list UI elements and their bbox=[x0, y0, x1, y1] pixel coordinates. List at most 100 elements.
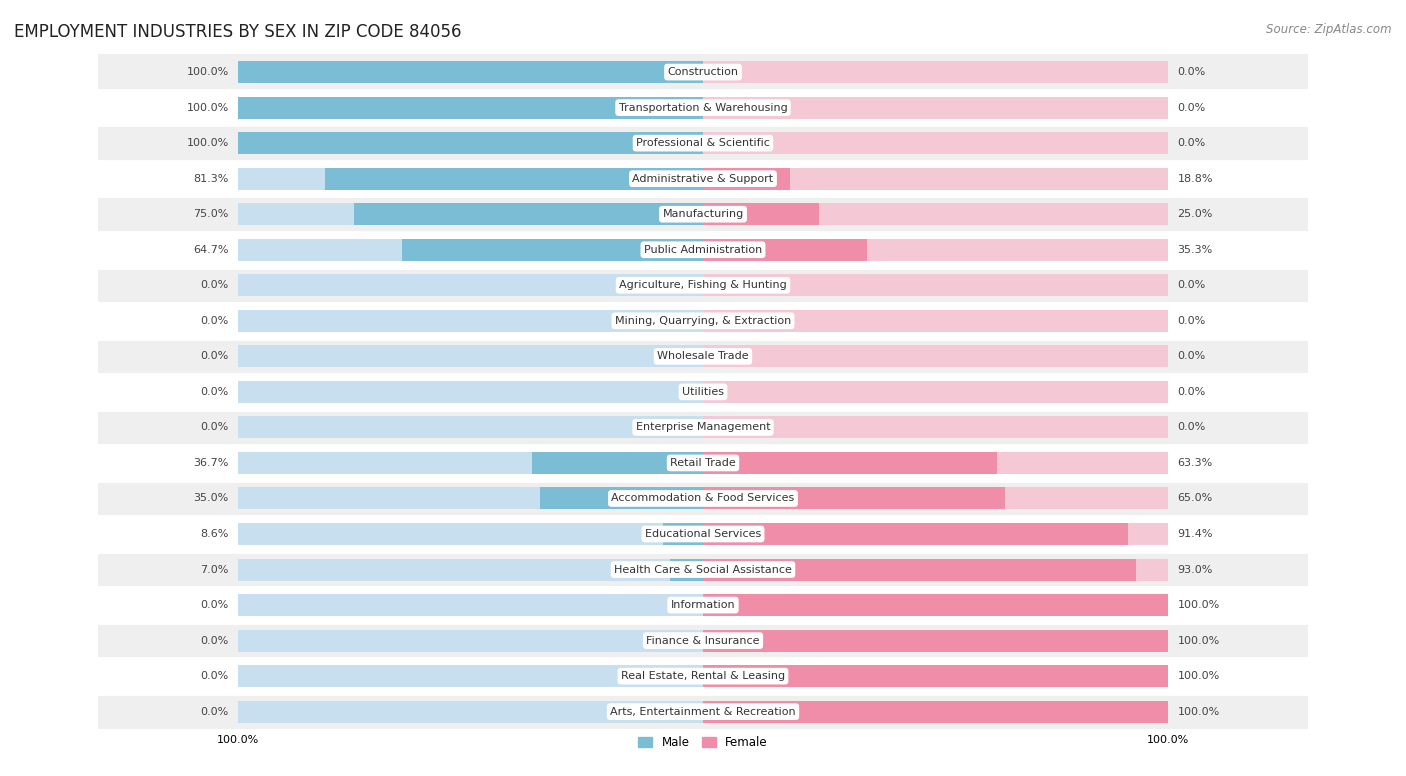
Text: Professional & Scientific: Professional & Scientific bbox=[636, 138, 770, 148]
Text: Utilities: Utilities bbox=[682, 387, 724, 397]
Bar bbox=[238, 417, 703, 438]
Text: Construction: Construction bbox=[668, 67, 738, 77]
Bar bbox=[98, 410, 1308, 445]
Text: 0.0%: 0.0% bbox=[201, 422, 229, 432]
Bar bbox=[703, 132, 1168, 154]
Bar bbox=[703, 239, 868, 261]
Bar bbox=[703, 452, 1168, 474]
Bar bbox=[238, 381, 703, 403]
Bar bbox=[238, 559, 703, 580]
Bar bbox=[98, 552, 1308, 587]
Text: 8.6%: 8.6% bbox=[200, 529, 229, 539]
Bar bbox=[98, 90, 1308, 126]
Bar bbox=[98, 303, 1308, 338]
Text: Agriculture, Fishing & Hunting: Agriculture, Fishing & Hunting bbox=[619, 280, 787, 290]
Bar bbox=[98, 445, 1308, 480]
Text: Public Administration: Public Administration bbox=[644, 244, 762, 255]
Text: Source: ZipAtlas.com: Source: ZipAtlas.com bbox=[1267, 23, 1392, 36]
Text: 93.0%: 93.0% bbox=[1177, 565, 1213, 574]
Text: 64.7%: 64.7% bbox=[193, 244, 229, 255]
Bar bbox=[98, 480, 1308, 516]
Text: 65.0%: 65.0% bbox=[1177, 494, 1212, 504]
Text: 0.0%: 0.0% bbox=[1177, 316, 1205, 326]
Text: Administrative & Support: Administrative & Support bbox=[633, 174, 773, 184]
Bar bbox=[238, 132, 703, 154]
Text: 0.0%: 0.0% bbox=[1177, 102, 1205, 113]
Bar bbox=[664, 523, 703, 545]
Bar bbox=[703, 523, 1168, 545]
Bar bbox=[703, 594, 1168, 616]
Text: 18.8%: 18.8% bbox=[1177, 174, 1213, 184]
Bar bbox=[238, 203, 703, 225]
Bar bbox=[703, 629, 1168, 652]
Bar bbox=[238, 61, 703, 83]
Bar bbox=[238, 701, 703, 722]
Text: Accommodation & Food Services: Accommodation & Food Services bbox=[612, 494, 794, 504]
Bar bbox=[703, 203, 820, 225]
Bar bbox=[703, 665, 1168, 688]
Text: 0.0%: 0.0% bbox=[201, 352, 229, 362]
Text: 0.0%: 0.0% bbox=[1177, 138, 1205, 148]
Text: 0.0%: 0.0% bbox=[1177, 67, 1205, 77]
Text: 0.0%: 0.0% bbox=[201, 280, 229, 290]
Bar bbox=[703, 381, 1168, 403]
Text: Transportation & Warehousing: Transportation & Warehousing bbox=[619, 102, 787, 113]
Text: Health Care & Social Assistance: Health Care & Social Assistance bbox=[614, 565, 792, 574]
Bar bbox=[703, 61, 1168, 83]
Bar bbox=[238, 487, 703, 510]
Text: Information: Information bbox=[671, 600, 735, 610]
Bar bbox=[238, 132, 703, 154]
Bar bbox=[238, 168, 703, 189]
Bar bbox=[238, 239, 703, 261]
Bar bbox=[703, 487, 1005, 510]
Bar bbox=[98, 126, 1308, 161]
Bar bbox=[540, 487, 703, 510]
Text: 36.7%: 36.7% bbox=[193, 458, 229, 468]
Bar bbox=[703, 239, 1168, 261]
Bar bbox=[325, 168, 703, 189]
Text: 0.0%: 0.0% bbox=[201, 387, 229, 397]
Bar bbox=[703, 168, 1168, 189]
Text: 63.3%: 63.3% bbox=[1177, 458, 1212, 468]
Bar bbox=[238, 345, 703, 367]
Bar bbox=[703, 629, 1168, 652]
Bar bbox=[238, 96, 703, 119]
Bar bbox=[533, 452, 703, 474]
Bar bbox=[703, 701, 1168, 722]
Text: 100.0%: 100.0% bbox=[1177, 707, 1219, 717]
Bar bbox=[238, 310, 703, 332]
Bar bbox=[98, 374, 1308, 410]
Bar bbox=[703, 345, 1168, 367]
Text: 0.0%: 0.0% bbox=[201, 636, 229, 646]
Bar bbox=[98, 232, 1308, 268]
Text: 100.0%: 100.0% bbox=[1177, 600, 1219, 610]
Text: 0.0%: 0.0% bbox=[1177, 280, 1205, 290]
Text: 25.0%: 25.0% bbox=[1177, 210, 1213, 219]
Bar bbox=[98, 658, 1308, 694]
Text: Arts, Entertainment & Recreation: Arts, Entertainment & Recreation bbox=[610, 707, 796, 717]
Bar bbox=[703, 487, 1168, 510]
Text: 100.0%: 100.0% bbox=[1177, 636, 1219, 646]
Text: 0.0%: 0.0% bbox=[1177, 422, 1205, 432]
Bar bbox=[238, 452, 703, 474]
Legend: Male, Female: Male, Female bbox=[634, 732, 772, 754]
Bar bbox=[238, 96, 703, 119]
Bar bbox=[703, 274, 1168, 296]
Bar bbox=[671, 559, 703, 580]
Bar bbox=[703, 594, 1168, 616]
Bar bbox=[402, 239, 703, 261]
Text: Finance & Insurance: Finance & Insurance bbox=[647, 636, 759, 646]
Text: 0.0%: 0.0% bbox=[201, 671, 229, 681]
Bar bbox=[703, 417, 1168, 438]
Text: Wholesale Trade: Wholesale Trade bbox=[657, 352, 749, 362]
Text: 75.0%: 75.0% bbox=[193, 210, 229, 219]
Bar bbox=[98, 587, 1308, 623]
Text: 81.3%: 81.3% bbox=[193, 174, 229, 184]
Text: Real Estate, Rental & Leasing: Real Estate, Rental & Leasing bbox=[621, 671, 785, 681]
Bar bbox=[703, 523, 1128, 545]
Bar bbox=[703, 310, 1168, 332]
Text: 35.3%: 35.3% bbox=[1177, 244, 1212, 255]
Bar bbox=[238, 629, 703, 652]
Text: 0.0%: 0.0% bbox=[201, 316, 229, 326]
Bar bbox=[98, 161, 1308, 196]
